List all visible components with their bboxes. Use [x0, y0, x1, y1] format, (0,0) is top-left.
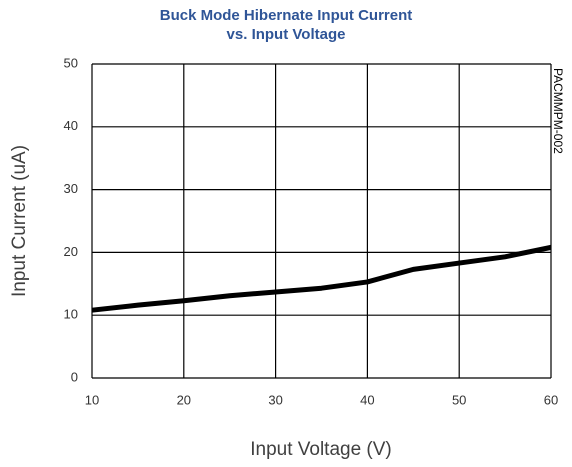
y-tick-label: 50 — [64, 55, 78, 70]
y-tick-label: 40 — [64, 118, 78, 133]
chart-title: Buck Mode Hibernate Input Current — [160, 7, 413, 24]
data-line — [91, 244, 552, 313]
x-tick-label: 50 — [452, 392, 466, 407]
x-tick-label: 40 — [360, 392, 374, 407]
x-tick-label: 30 — [268, 392, 282, 407]
x-tick-label: 60 — [544, 392, 558, 407]
y-tick-label: 0 — [71, 369, 78, 384]
y-tick-label: 10 — [64, 307, 78, 322]
y-tick-label: 30 — [64, 181, 78, 196]
chart-subtitle: vs. Input Voltage — [227, 26, 346, 43]
x-axis-label: Input Voltage (V) — [250, 439, 392, 460]
annotation: PACMMPM-002 — [551, 68, 565, 154]
y-tick-label: 20 — [64, 244, 78, 259]
y-axis-label: Input Current (uA) — [9, 145, 30, 297]
x-tick-label: 20 — [177, 392, 191, 407]
x-tick-label: 10 — [85, 392, 99, 407]
